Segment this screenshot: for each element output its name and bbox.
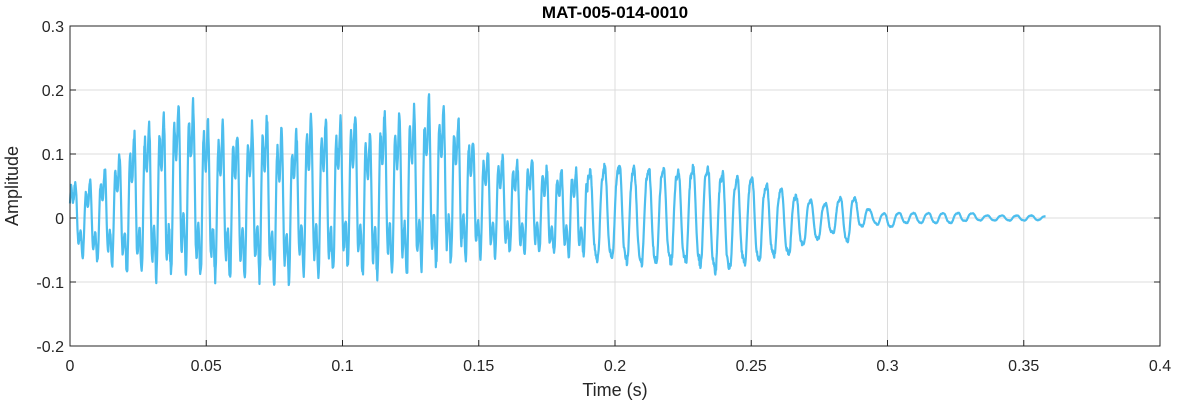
x-tick-label: 0.15	[463, 358, 494, 375]
y-tick-label: -0.1	[36, 275, 64, 292]
axis-ticks	[69, 25, 1161, 347]
x-tick-label: 0.3	[876, 358, 898, 375]
x-tick-label: 0.2	[604, 358, 626, 375]
y-axis-label: Amplitude	[2, 146, 22, 226]
y-tick-label: 0	[55, 211, 64, 228]
plot-series	[68, 93, 1047, 287]
x-tick-label: 0.35	[1008, 358, 1039, 375]
x-tick-label: 0	[66, 358, 75, 375]
waveform-line	[68, 93, 1047, 287]
x-tick-label: 0.05	[191, 358, 222, 375]
x-tick-label: 0.4	[1149, 358, 1171, 375]
x-tick-label: 0.25	[736, 358, 767, 375]
y-tick-label: 0.1	[42, 147, 64, 164]
x-axis-label: Time (s)	[582, 380, 647, 400]
y-tick-label: 0.2	[42, 83, 64, 100]
x-tick-labels: 0 0.05 0.1 0.15 0.2 0.25 0.3 0.35 0.4	[66, 358, 1172, 375]
y-tick-label: -0.2	[36, 339, 64, 356]
chart-title: MAT-005-014-0010	[542, 3, 688, 22]
x-tick-label: 0.1	[331, 358, 353, 375]
y-tick-labels: -0.2 -0.1 0 0.1 0.2 0.3	[36, 19, 64, 356]
y-tick-label: 0.3	[42, 19, 64, 36]
